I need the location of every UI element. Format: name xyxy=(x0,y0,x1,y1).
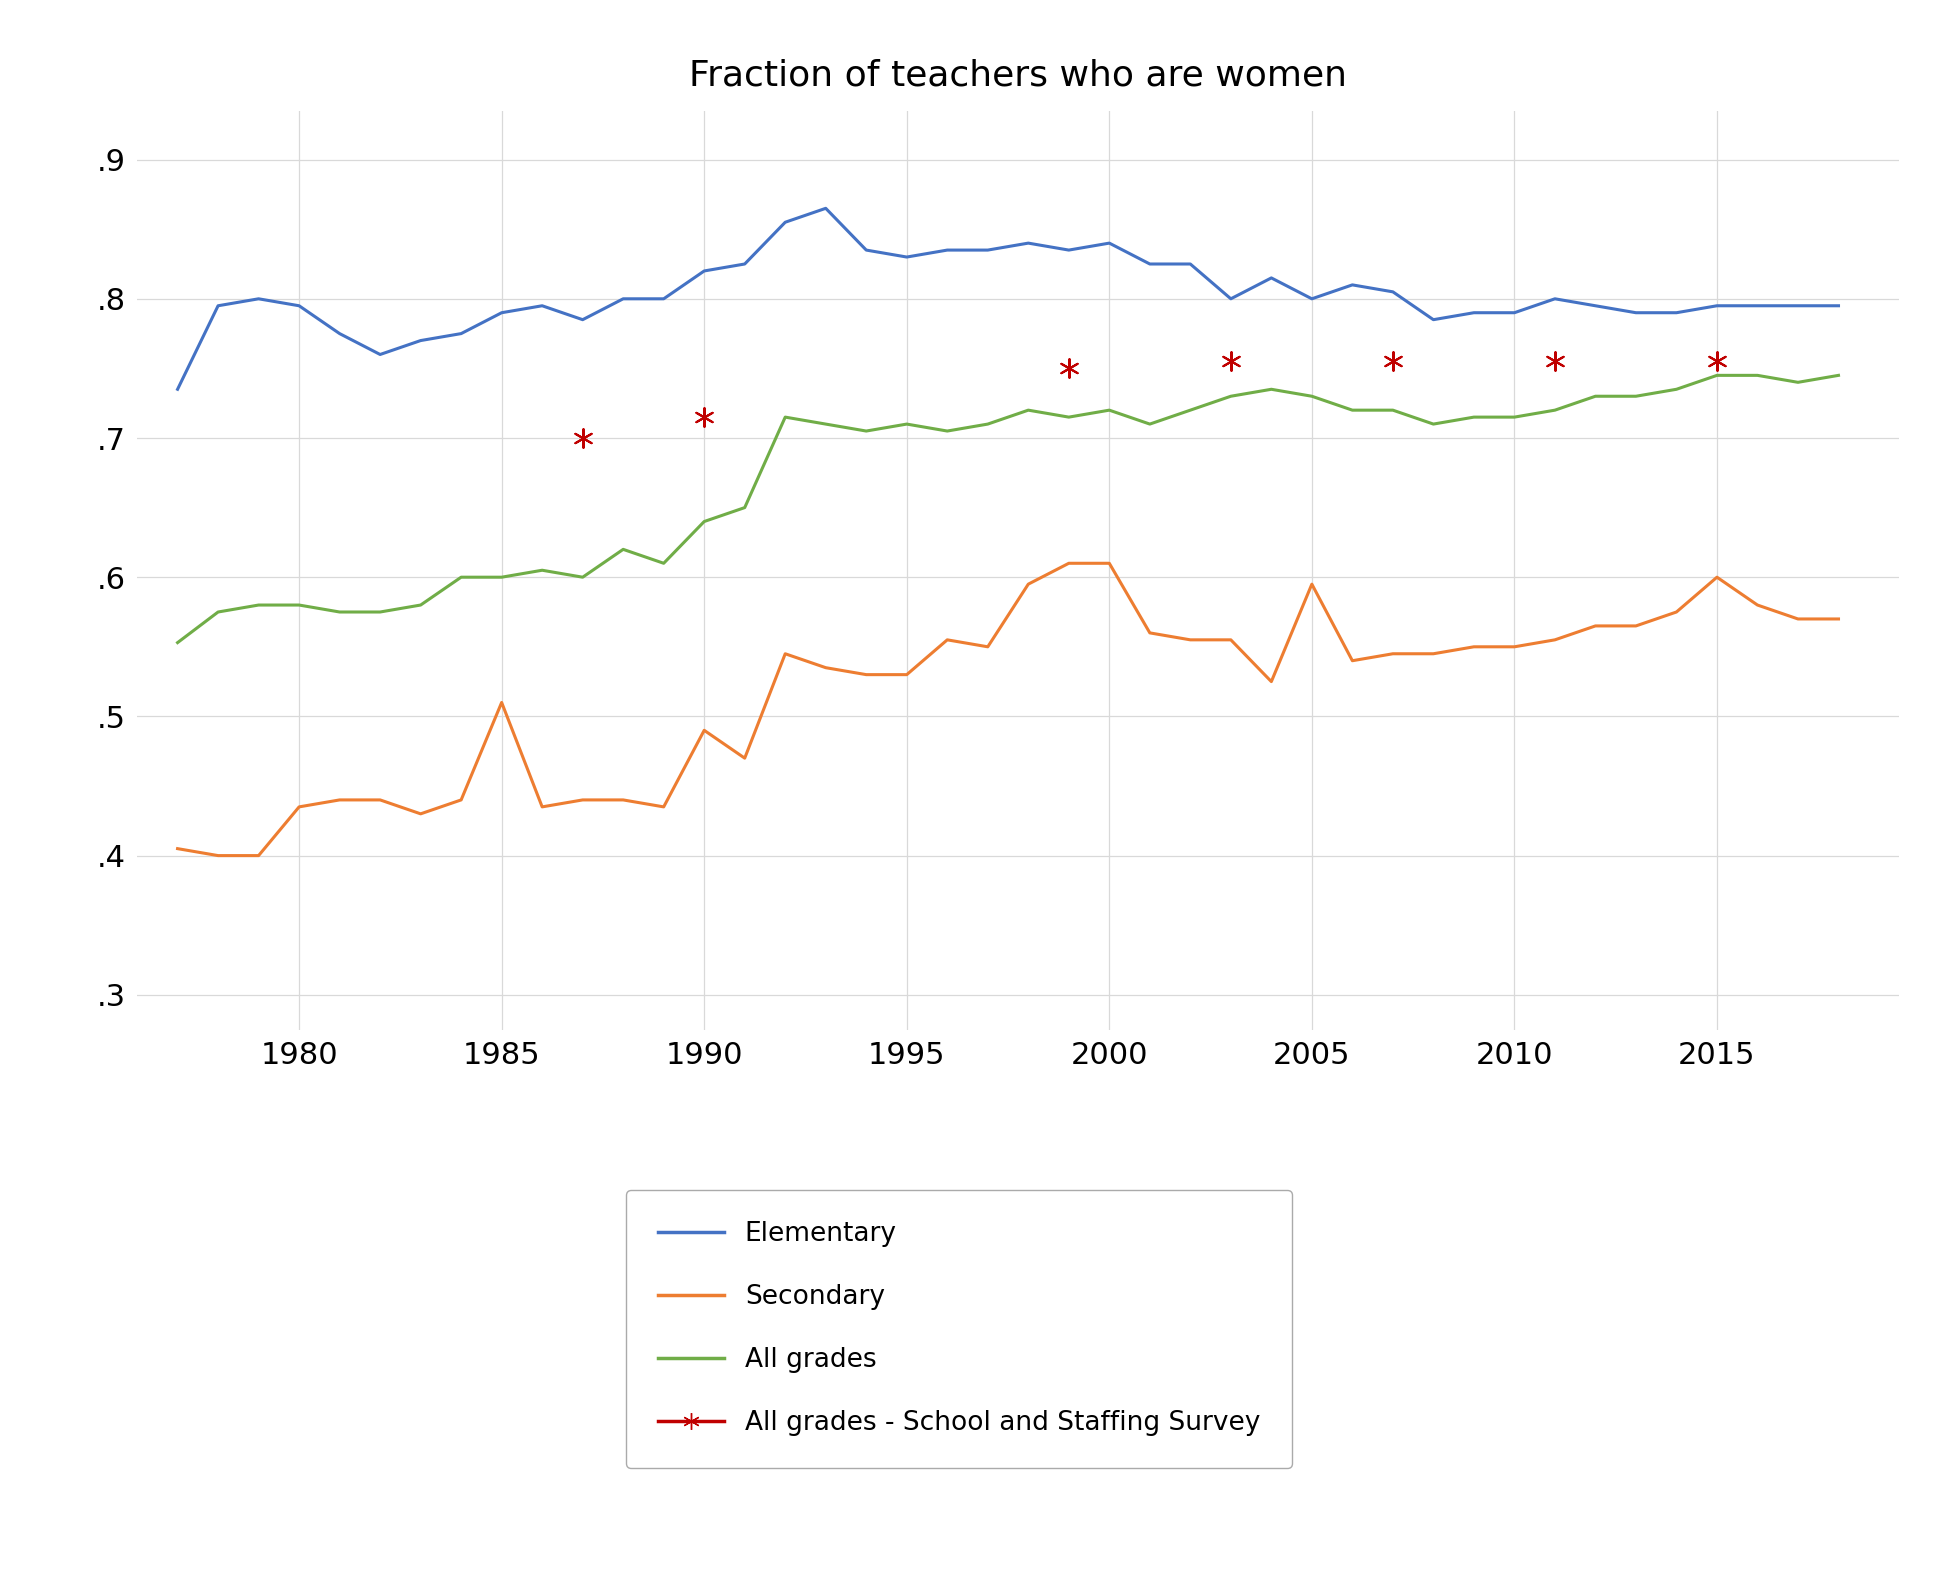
Point xyxy=(1538,348,1570,374)
Point xyxy=(1701,348,1732,374)
Point xyxy=(1053,356,1084,382)
Point xyxy=(1215,348,1247,374)
Legend: Elementary, Secondary, All grades, All grades - School and Staffing Survey: Elementary, Secondary, All grades, All g… xyxy=(626,1190,1292,1468)
Point xyxy=(568,426,599,451)
Point xyxy=(689,404,720,429)
Title: Fraction of teachers who are women: Fraction of teachers who are women xyxy=(689,59,1346,93)
Point xyxy=(1376,348,1407,374)
